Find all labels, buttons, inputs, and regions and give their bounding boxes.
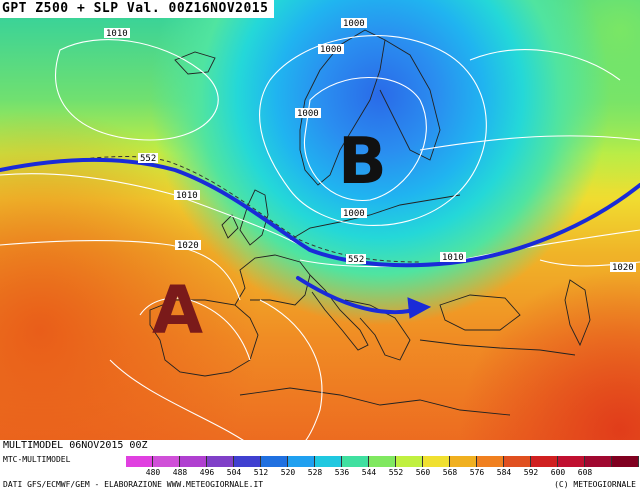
coastlines <box>149 29 591 416</box>
color-legend-tick: 544 <box>361 468 377 477</box>
color-legend-ticks: 480 488 496 504 512 520 528 536 544 552 560 568 576 5… <box>126 468 636 478</box>
weather-map: 1010 1000 1000 1000 1000 1010 1020 1010 … <box>0 0 640 452</box>
flow-arrow-head <box>407 297 432 319</box>
color-legend-tick: 480 <box>145 468 161 477</box>
color-legend-tick: 488 <box>172 468 188 477</box>
isobar-label: 1000 <box>343 19 365 29</box>
color-legend-swatch <box>477 456 504 467</box>
copyright: (C) METEOGIORNALE <box>554 480 636 489</box>
color-legend-tick: 560 <box>415 468 431 477</box>
color-legend-tick: 552 <box>388 468 404 477</box>
color-legend-swatch <box>288 456 315 467</box>
jet-stream-line <box>0 157 640 268</box>
flow-arrow <box>296 276 422 315</box>
color-legend-swatch <box>585 456 612 467</box>
isobar-label: 1010 <box>106 29 128 39</box>
color-legend-swatch <box>504 456 531 467</box>
color-legend-swatch <box>207 456 234 467</box>
color-legend-tick: 536 <box>334 468 350 477</box>
color-legend-tick: 576 <box>469 468 485 477</box>
color-legend <box>126 456 639 467</box>
isobar-label: 1000 <box>343 209 365 219</box>
run-label: MULTIMODEL 06NOV2015 00Z <box>3 440 148 451</box>
color-legend-tick: 512 <box>253 468 269 477</box>
color-legend-swatch <box>234 456 261 467</box>
geopotential-label: 552 <box>348 255 364 265</box>
color-legend-tick: 520 <box>280 468 296 477</box>
color-legend-tick: 568 <box>442 468 458 477</box>
color-legend-tick: 496 <box>199 468 215 477</box>
isobar-label: 1010 <box>176 191 198 201</box>
isobar-label: 1000 <box>297 109 319 119</box>
color-legend-swatch <box>153 456 180 467</box>
isobar-label: 1020 <box>177 241 199 251</box>
color-legend-tick: 592 <box>523 468 539 477</box>
model-label: MTC-MULTIMODEL <box>3 455 71 464</box>
color-legend-swatch <box>450 456 477 467</box>
low-pressure-marker: B <box>338 125 387 199</box>
color-legend-swatch <box>396 456 423 467</box>
color-legend-tick: 608 <box>577 468 593 477</box>
color-legend-swatch <box>180 456 207 467</box>
geopotential-label: 552 <box>140 154 156 164</box>
color-legend-swatch <box>126 456 153 467</box>
color-legend-swatch <box>261 456 288 467</box>
color-legend-swatch <box>423 456 450 467</box>
high-pressure-marker: A <box>152 272 203 349</box>
data-credits: DATI GFS/ECMWF/GEM - ELABORAZIONE WWW.ME… <box>3 480 264 489</box>
color-legend-swatch <box>315 456 342 467</box>
isobar-label: 1000 <box>320 45 342 55</box>
color-legend-tick: 504 <box>226 468 242 477</box>
color-legend-swatch <box>531 456 558 467</box>
color-legend-swatch <box>369 456 396 467</box>
isobar-label: 1010 <box>442 253 464 263</box>
color-legend-tick: 600 <box>550 468 566 477</box>
color-legend-swatch <box>612 456 639 467</box>
color-legend-swatch <box>342 456 369 467</box>
color-legend-tick: 584 <box>496 468 512 477</box>
map-title: GPT Z500 + SLP Val. 00Z16NOV2015 <box>0 0 275 18</box>
isobar-label: 1020 <box>612 263 634 273</box>
color-legend-tick: 528 <box>307 468 323 477</box>
color-legend-swatch <box>558 456 585 467</box>
